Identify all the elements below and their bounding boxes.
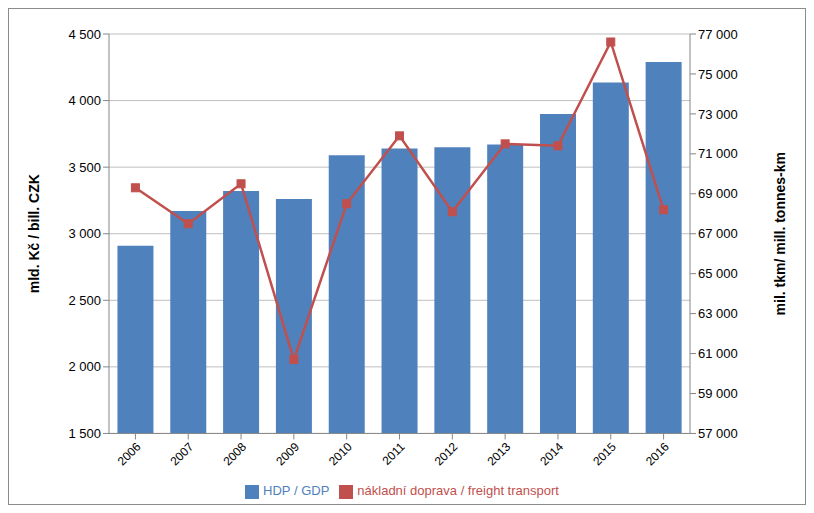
svg-text:73 000: 73 000 xyxy=(698,107,738,122)
svg-text:2013: 2013 xyxy=(485,439,514,468)
svg-text:65 000: 65 000 xyxy=(698,266,738,281)
svg-text:59 000: 59 000 xyxy=(698,386,738,401)
svg-text:2007: 2007 xyxy=(168,439,197,468)
svg-text:mil. tkm/ mill. tonnes-km: mil. tkm/ mill. tonnes-km xyxy=(772,152,788,315)
svg-text:1 500: 1 500 xyxy=(68,426,101,441)
svg-text:2006: 2006 xyxy=(115,439,144,468)
svg-text:2010: 2010 xyxy=(326,439,355,468)
svg-text:77 000: 77 000 xyxy=(698,27,738,42)
svg-text:2014: 2014 xyxy=(537,439,566,468)
svg-text:71 000: 71 000 xyxy=(698,146,738,161)
html-text:HDP / GDP: HDP / GDP xyxy=(263,483,330,499)
svg-text:mld. Kč / bill. CZK: mld. Kč / bill. CZK xyxy=(26,174,42,293)
svg-text:2011: 2011 xyxy=(379,439,407,467)
html-text:nákladní doprava / freight tra: nákladní doprava / freight transport xyxy=(357,483,559,499)
svg-text:3 500: 3 500 xyxy=(68,160,101,175)
svg-text:2 500: 2 500 xyxy=(68,293,101,308)
svg-text:57 000: 57 000 xyxy=(698,426,738,441)
svg-text:2009: 2009 xyxy=(273,439,302,468)
svg-text:2012: 2012 xyxy=(432,439,461,468)
svg-text:2016: 2016 xyxy=(643,439,672,468)
svg-text:61 000: 61 000 xyxy=(698,346,738,361)
svg-text:3 000: 3 000 xyxy=(68,226,101,241)
svg-text:4 500: 4 500 xyxy=(68,27,101,42)
svg-text:4 000: 4 000 xyxy=(68,93,101,108)
svg-text:63 000: 63 000 xyxy=(698,306,738,321)
svg-text:2008: 2008 xyxy=(220,439,249,468)
svg-text:2 000: 2 000 xyxy=(68,359,101,374)
svg-text:69 000: 69 000 xyxy=(698,186,738,201)
svg-text:75 000: 75 000 xyxy=(698,67,738,82)
svg-text:2015: 2015 xyxy=(590,439,619,468)
svg-text:67 000: 67 000 xyxy=(698,226,738,241)
